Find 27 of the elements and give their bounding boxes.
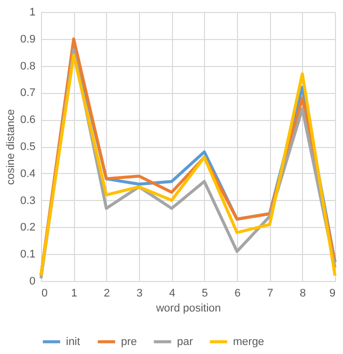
legend-label: merge xyxy=(233,336,264,348)
x-tick-label: 1 xyxy=(71,288,78,300)
y-tick-label: 0.1 xyxy=(20,248,36,261)
x-tick-label: 3 xyxy=(136,288,143,300)
y-tick-label: 0.9 xyxy=(20,33,36,46)
x-tick-label: 4 xyxy=(169,288,176,300)
x-axis-title: word position xyxy=(155,302,221,314)
legend-label: par xyxy=(177,336,194,348)
x-tick-label: 2 xyxy=(104,288,110,300)
y-tick-label: 0.5 xyxy=(20,141,36,153)
y-axis-title: cosine distance xyxy=(5,109,18,185)
legend-label: pre xyxy=(121,336,137,348)
x-tick-label: 5 xyxy=(202,288,208,300)
x-tick-label: 6 xyxy=(234,288,241,300)
y-tick-label: 1 xyxy=(29,6,36,18)
y-tick-label: 0.7 xyxy=(20,87,36,100)
x-tick-label: 8 xyxy=(300,288,306,300)
y-tick-label: 0.8 xyxy=(20,60,36,72)
x-tick-label: 7 xyxy=(267,288,274,300)
y-tick-label: 0 xyxy=(29,276,36,288)
x-tick-label: 0 xyxy=(42,288,48,300)
y-tick-label: 0.2 xyxy=(20,222,36,234)
y-tick-label: 0.6 xyxy=(20,114,36,126)
y-tick-label: 0.3 xyxy=(20,194,36,207)
y-tick-label: 0.4 xyxy=(20,168,36,180)
legend-label: init xyxy=(66,336,80,348)
x-tick-label: 9 xyxy=(329,288,336,300)
